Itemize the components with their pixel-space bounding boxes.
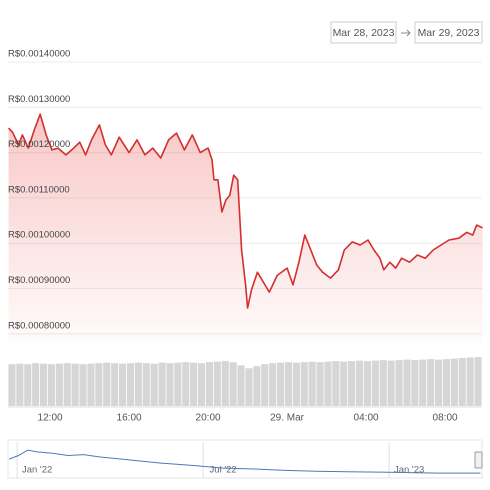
date-to[interactable]: Mar 29, 2023 (418, 27, 480, 39)
volume-bar (450, 358, 458, 406)
volume-bar (229, 362, 237, 406)
volume-bar (40, 363, 48, 406)
volume-bar (348, 361, 356, 406)
volume-bar (474, 357, 482, 406)
volume-bar (411, 360, 419, 406)
volume-bar (419, 359, 427, 406)
volume-bar (324, 361, 332, 406)
volume-bar (356, 360, 364, 406)
volume-bar (284, 362, 292, 406)
arrow (401, 29, 411, 37)
volume-bar (32, 363, 40, 406)
x-tick-label: 12:00 (38, 413, 63, 424)
x-tick-label: 16:00 (117, 413, 142, 424)
volume-bar (103, 362, 111, 406)
volume-bar (316, 362, 324, 406)
volume-bar (340, 361, 348, 406)
volume-bar (221, 361, 229, 406)
navigator-line (9, 449, 481, 474)
volume-bar (466, 357, 474, 406)
volume-bar (308, 361, 316, 406)
volume-bar (387, 360, 395, 406)
navigator: Jan '22 Jul '22 Jan '23 (9, 442, 481, 478)
volume-bar (253, 366, 261, 406)
volume-bar (79, 364, 87, 406)
volume-bar (458, 358, 466, 406)
volume-bar (277, 362, 285, 406)
volume-bar (332, 361, 340, 406)
volume-bar (126, 363, 134, 406)
volume-bar (442, 359, 450, 406)
x-tick-label: 08:00 (433, 413, 458, 424)
volume-bar (213, 361, 221, 406)
date-from-box[interactable] (330, 21, 397, 44)
volume-bar (205, 362, 213, 406)
volume-bar (237, 365, 245, 406)
volume-bar (371, 360, 379, 406)
volume-bar (166, 363, 174, 406)
y-tick-label: R$0.00090000 (8, 275, 70, 286)
volume-bar (134, 362, 142, 406)
volume-bar (24, 364, 32, 406)
navigator-label: Jan '23 (394, 465, 424, 476)
y-tick-label: R$0.00100000 (8, 230, 70, 241)
volume-bar (63, 363, 71, 406)
volume-bar (269, 363, 277, 406)
labels: R$0.00140000 R$0.00130000 R$0.00120000 R$0.… (8, 48, 458, 423)
navigator-label: Jan '22 (22, 465, 52, 476)
volume-bar (55, 363, 63, 406)
volume-bar (95, 363, 103, 406)
volume-bar (174, 362, 182, 406)
volume-bar (150, 363, 158, 406)
volume-bar (71, 363, 79, 406)
volume-bar (111, 363, 119, 406)
volume-bar (292, 362, 300, 406)
volume-bar (190, 362, 198, 406)
volume-bar (198, 363, 206, 406)
volume-bar (119, 363, 127, 406)
date-from[interactable]: Mar 28, 2023 (333, 27, 395, 39)
volume-bar (87, 363, 95, 406)
volume-bar (182, 362, 190, 406)
x-tick-label: 29. Mar (270, 413, 305, 424)
volume-bar (435, 359, 443, 406)
volume-bar (300, 362, 308, 406)
volume-bar (16, 363, 24, 406)
y-tick-label: R$0.00110000 (8, 184, 70, 195)
area (8, 114, 483, 343)
volume-bar (158, 362, 166, 406)
volume-bar (47, 364, 55, 406)
y-tick-label: R$0.00080000 (8, 320, 70, 331)
navigator-handle[interactable] (474, 451, 483, 469)
volume-bar (427, 359, 435, 406)
volume-bar (261, 364, 269, 406)
volume-bar (142, 363, 150, 406)
navigator-label: Jul '22 (210, 465, 237, 476)
date-to-box[interactable] (414, 21, 483, 44)
volume-bar (245, 368, 253, 406)
y-tick-label: R$0.00130000 (8, 94, 70, 105)
y-tick-label: R$0.00140000 (8, 48, 70, 59)
volume-bar (379, 360, 387, 406)
volume-bar (395, 360, 403, 406)
price-line (8, 113, 483, 309)
y-tick-label: R$0.00120000 (8, 139, 70, 150)
x-tick-label: 04:00 (354, 413, 379, 424)
volume-bar (363, 361, 371, 406)
x-tick-label: 20:00 (196, 413, 221, 424)
volume-bar (8, 364, 16, 406)
plot (8, 113, 483, 406)
volume-bar (403, 359, 411, 406)
